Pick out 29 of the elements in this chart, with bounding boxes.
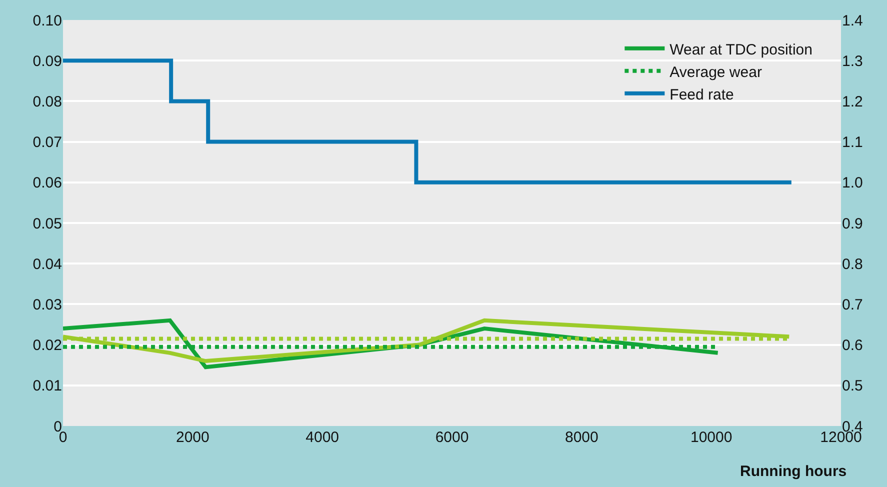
legend-label: Average wear [670, 64, 762, 81]
y-tick-label: 0.02 [32, 337, 62, 354]
y2-tick-label: 1.2 [842, 93, 863, 110]
y2-tick-label: 1.1 [842, 134, 863, 152]
y-tick-label: 0.06 [32, 174, 62, 192]
x-tick-label: 2000 [176, 429, 210, 446]
x-tick-label: 8000 [564, 429, 598, 446]
legend-label: Wear at TDC position [670, 41, 813, 58]
y-tick-label: 0.07 [32, 134, 62, 152]
x-tick-label: 4000 [306, 429, 340, 446]
y-tick-label: 0.03 [32, 296, 62, 314]
y2-tick-label: 0.5 [842, 378, 863, 395]
y-tick-label: 0.05 [32, 215, 62, 232]
y2-tick-label: 1.3 [842, 52, 863, 70]
y-tick-label: 0.01 [32, 378, 62, 395]
y-tick-label: 0.09 [32, 52, 62, 70]
y2-tick-label: 1.4 [842, 12, 863, 30]
x-tick-label: 6000 [435, 429, 469, 446]
y2-tick-label: 1.0 [842, 174, 863, 192]
y2-tick-label: 0.9 [842, 215, 863, 232]
y2-tick-label: 0.7 [842, 296, 863, 314]
y-tick-label: 0.10 [32, 12, 62, 30]
legend-label: Feed rate [670, 86, 734, 104]
x-tick-label: 10000 [690, 429, 732, 446]
x-axis-title: Running hours [740, 463, 847, 480]
y-tick-label: 0.04 [32, 256, 62, 273]
y-tick-label: 0.08 [32, 93, 62, 110]
y2-tick-label: 0.8 [842, 256, 863, 273]
y2-tick-label: 0.6 [842, 337, 863, 354]
